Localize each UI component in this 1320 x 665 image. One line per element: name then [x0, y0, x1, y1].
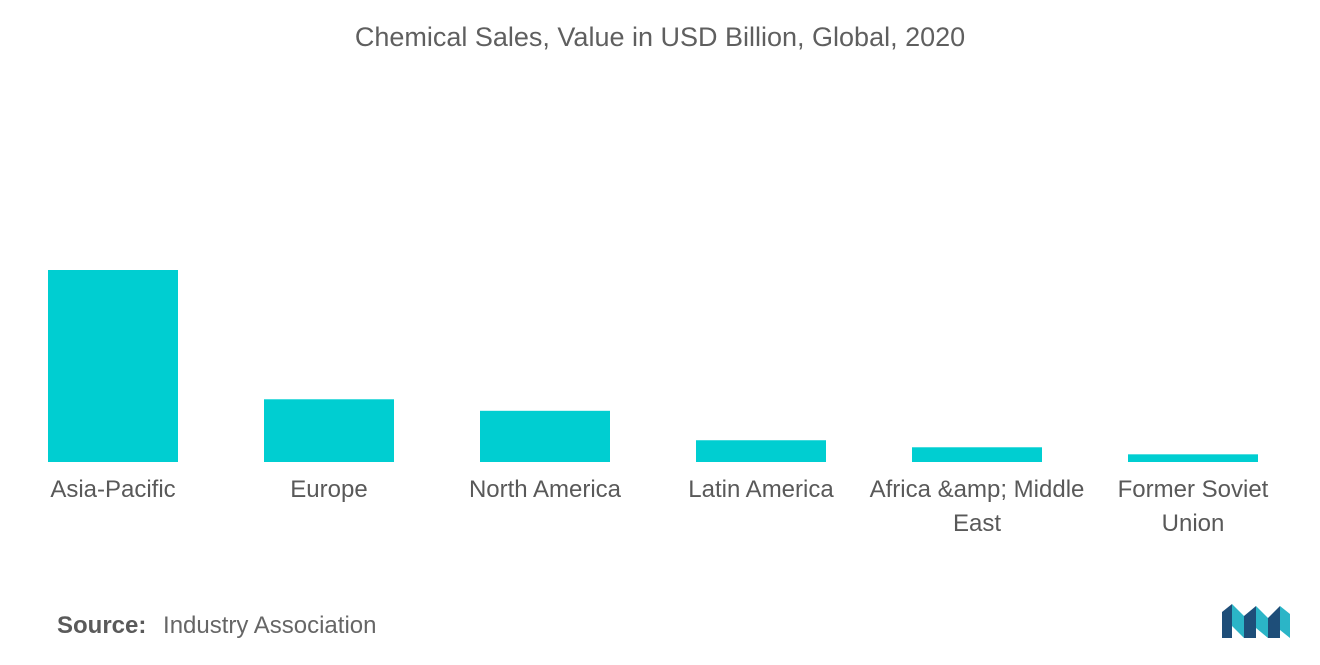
bar-1 — [264, 399, 394, 462]
source-text: Industry Association — [163, 612, 377, 639]
mordor-intelligence-logo-icon — [1222, 604, 1290, 638]
category-label-1: Europe — [290, 476, 367, 503]
bar-5 — [1128, 454, 1258, 462]
category-label-line: Asia-Pacific — [50, 476, 175, 503]
category-label-line: Europe — [290, 476, 367, 503]
category-label-line: East — [953, 510, 1001, 537]
category-label-3: Latin America — [688, 476, 834, 503]
category-label-line: Union — [1162, 510, 1225, 537]
category-label-line: Former Soviet — [1118, 476, 1269, 503]
bars-layer — [48, 270, 1258, 462]
category-label-line: North America — [469, 476, 622, 503]
bar-0 — [48, 270, 178, 462]
bar-2 — [480, 410, 610, 462]
category-labels: Asia-Pacific Europe North America Latin Ame… — [50, 476, 1268, 537]
chart-title: Chemical Sales, Value in USD Billion, Gl… — [354, 22, 966, 52]
category-label-4: Africa &amp; Middle East — [870, 476, 1085, 537]
category-label-line: Africa &amp; Middle — [870, 476, 1085, 503]
category-label-2: North America — [469, 476, 622, 503]
category-label-0: Asia-Pacific — [50, 476, 175, 503]
source-note: Source: Industry Association — [57, 612, 376, 640]
category-label-5: Former Soviet Union — [1118, 476, 1269, 537]
category-label-line: Latin America — [688, 476, 834, 503]
source-label: Source: — [57, 612, 147, 639]
bar-3 — [696, 440, 826, 462]
bar-4 — [912, 447, 1042, 462]
